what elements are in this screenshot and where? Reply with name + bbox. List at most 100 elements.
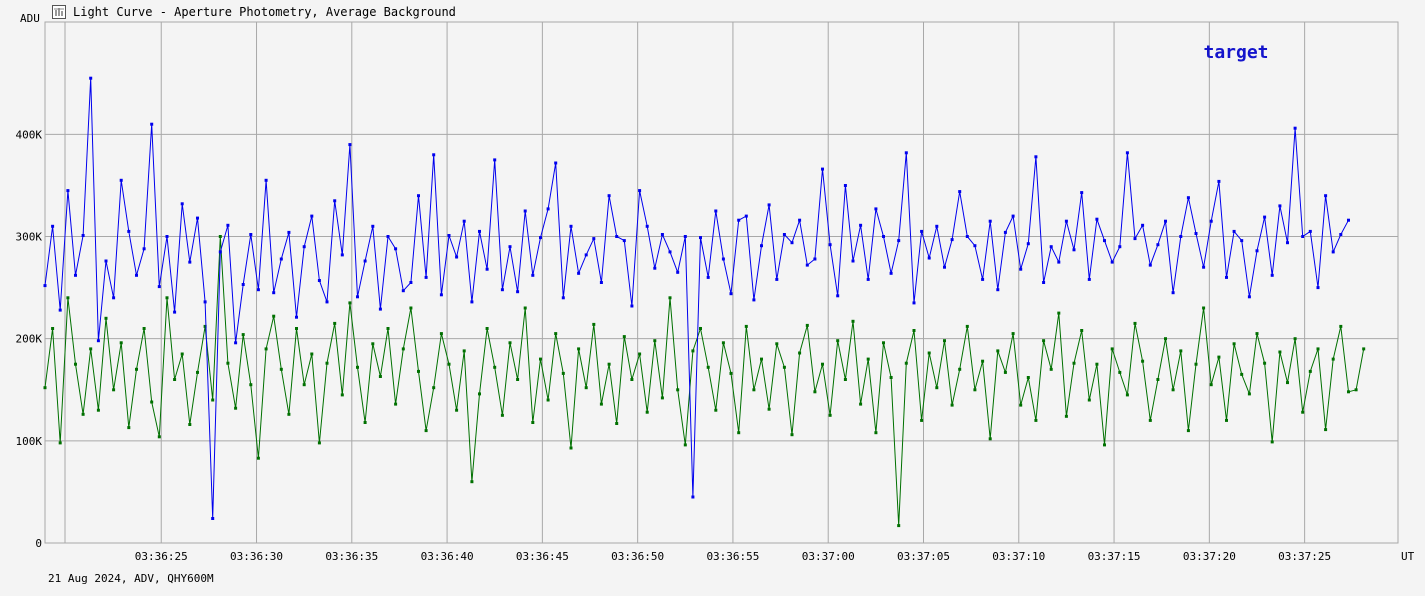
data-point[interactable]: [897, 239, 901, 243]
data-point[interactable]: [790, 433, 794, 437]
data-point[interactable]: [599, 281, 603, 284]
data-point[interactable]: [256, 288, 260, 292]
data-point[interactable]: [279, 367, 283, 371]
data-point[interactable]: [874, 431, 878, 435]
data-point[interactable]: [988, 437, 992, 441]
data-point[interactable]: [1095, 362, 1099, 366]
data-point[interactable]: [1171, 388, 1175, 392]
data-point[interactable]: [409, 306, 413, 310]
data-point[interactable]: [1133, 321, 1137, 325]
data-point[interactable]: [1064, 219, 1068, 223]
series-line-target[interactable]: [44, 78, 1349, 519]
data-point[interactable]: [859, 223, 863, 227]
data-point[interactable]: [310, 352, 314, 356]
data-point[interactable]: [1308, 369, 1312, 373]
data-point[interactable]: [851, 259, 855, 263]
data-point[interactable]: [1164, 337, 1167, 341]
data-point[interactable]: [1316, 286, 1320, 290]
data-point[interactable]: [897, 524, 901, 528]
data-point[interactable]: [1141, 223, 1145, 227]
data-point[interactable]: [1057, 260, 1061, 264]
data-point[interactable]: [577, 271, 581, 275]
data-point[interactable]: [89, 347, 93, 351]
data-point[interactable]: [1141, 359, 1145, 363]
data-point[interactable]: [447, 362, 451, 366]
data-point[interactable]: [531, 273, 535, 277]
data-point[interactable]: [760, 357, 763, 361]
data-point[interactable]: [1293, 126, 1297, 130]
data-point[interactable]: [348, 301, 352, 305]
data-point[interactable]: [462, 349, 466, 353]
data-point[interactable]: [622, 239, 626, 243]
data-point[interactable]: [920, 418, 924, 422]
data-point[interactable]: [89, 76, 93, 80]
data-point[interactable]: [920, 229, 924, 233]
data-point[interactable]: [607, 362, 611, 366]
data-point[interactable]: [729, 292, 733, 296]
data-point[interactable]: [927, 256, 931, 260]
data-point[interactable]: [676, 388, 680, 392]
data-point[interactable]: [249, 383, 253, 387]
data-point[interactable]: [660, 396, 664, 400]
data-point[interactable]: [58, 308, 62, 312]
data-point[interactable]: [1156, 378, 1160, 381]
data-point[interactable]: [943, 265, 946, 269]
data-point[interactable]: [653, 339, 657, 343]
data-point[interactable]: [584, 386, 588, 390]
data-point[interactable]: [279, 257, 283, 261]
data-point[interactable]: [180, 352, 184, 356]
data-point[interactable]: [1286, 241, 1289, 245]
data-point[interactable]: [1255, 249, 1259, 253]
data-point[interactable]: [683, 443, 687, 447]
data-point[interactable]: [500, 288, 504, 292]
data-point[interactable]: [135, 367, 138, 371]
data-point[interactable]: [1049, 367, 1053, 371]
data-point[interactable]: [142, 247, 146, 251]
data-point[interactable]: [272, 314, 276, 318]
data-point[interactable]: [218, 250, 222, 254]
data-point[interactable]: [1186, 429, 1190, 433]
data-point[interactable]: [119, 341, 123, 345]
data-point[interactable]: [1034, 418, 1038, 422]
data-point[interactable]: [1003, 370, 1007, 374]
data-point[interactable]: [1202, 265, 1206, 269]
data-point[interactable]: [1026, 376, 1030, 379]
data-point[interactable]: [302, 245, 306, 249]
data-point[interactable]: [196, 370, 199, 374]
data-point[interactable]: [752, 298, 756, 302]
data-point[interactable]: [81, 412, 85, 416]
data-point[interactable]: [317, 441, 321, 445]
data-point[interactable]: [615, 235, 619, 238]
data-point[interactable]: [546, 398, 550, 402]
data-point[interactable]: [1103, 443, 1106, 447]
data-point[interactable]: [569, 446, 573, 450]
data-point[interactable]: [348, 143, 352, 147]
data-point[interactable]: [340, 253, 344, 257]
data-point[interactable]: [1125, 393, 1129, 397]
data-point[interactable]: [485, 327, 489, 330]
data-point[interactable]: [843, 184, 847, 187]
data-point[interactable]: [447, 234, 451, 237]
data-point[interactable]: [371, 342, 375, 346]
data-point[interactable]: [554, 161, 558, 165]
data-point[interactable]: [1026, 242, 1030, 246]
data-point[interactable]: [965, 324, 969, 328]
light-curve-icon[interactable]: [52, 5, 66, 19]
data-point[interactable]: [943, 339, 946, 343]
data-point[interactable]: [1347, 218, 1350, 222]
data-point[interactable]: [81, 234, 85, 237]
data-point[interactable]: [417, 194, 420, 198]
data-point[interactable]: [455, 408, 459, 412]
data-point[interactable]: [211, 398, 215, 402]
data-point[interactable]: [241, 333, 245, 337]
data-point[interactable]: [1194, 362, 1198, 366]
data-point[interactable]: [1339, 233, 1343, 236]
data-point[interactable]: [691, 349, 695, 353]
data-point[interactable]: [462, 219, 466, 223]
data-point[interactable]: [1232, 342, 1236, 346]
data-point[interactable]: [1034, 155, 1038, 159]
data-point[interactable]: [874, 207, 878, 211]
data-point[interactable]: [668, 296, 672, 300]
data-point[interactable]: [805, 263, 809, 267]
